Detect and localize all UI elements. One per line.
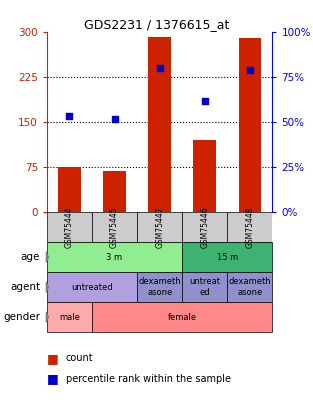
Bar bbox=[103, 171, 126, 212]
Bar bbox=[182, 272, 227, 302]
Text: 3 m: 3 m bbox=[106, 253, 123, 262]
Bar bbox=[92, 212, 137, 242]
Bar bbox=[193, 140, 216, 212]
Text: ■: ■ bbox=[47, 352, 59, 365]
Bar bbox=[182, 212, 227, 242]
Bar bbox=[92, 302, 272, 332]
Bar bbox=[47, 242, 182, 272]
Bar bbox=[227, 272, 272, 302]
Text: GSM75445: GSM75445 bbox=[110, 207, 119, 248]
Text: dexameth
asone: dexameth asone bbox=[228, 277, 271, 297]
Text: count: count bbox=[66, 354, 93, 363]
Polygon shape bbox=[46, 252, 49, 262]
Bar bbox=[182, 242, 272, 272]
Bar bbox=[148, 36, 171, 212]
Text: GSM75446: GSM75446 bbox=[200, 207, 209, 248]
Text: age: age bbox=[21, 252, 40, 262]
Bar bbox=[239, 38, 261, 212]
Bar bbox=[137, 272, 182, 302]
Text: agent: agent bbox=[10, 282, 40, 292]
Text: female: female bbox=[167, 313, 197, 322]
Text: GSM75444: GSM75444 bbox=[65, 207, 74, 248]
Text: gender: gender bbox=[3, 312, 40, 322]
Text: percentile rank within the sample: percentile rank within the sample bbox=[66, 374, 231, 384]
Text: male: male bbox=[59, 313, 80, 322]
Polygon shape bbox=[46, 312, 49, 322]
Text: untreated: untreated bbox=[71, 283, 113, 292]
Bar bbox=[137, 212, 182, 242]
Text: GDS2231 / 1376615_at: GDS2231 / 1376615_at bbox=[84, 18, 229, 31]
Text: GSM75447: GSM75447 bbox=[155, 207, 164, 248]
Point bbox=[157, 65, 162, 72]
Bar bbox=[47, 302, 92, 332]
Point bbox=[67, 113, 72, 119]
Text: GSM75448: GSM75448 bbox=[245, 207, 254, 248]
Text: untreat
ed: untreat ed bbox=[189, 277, 220, 297]
Point bbox=[247, 67, 252, 73]
Bar bbox=[47, 272, 137, 302]
Bar bbox=[58, 167, 81, 212]
Point bbox=[112, 116, 117, 123]
Polygon shape bbox=[46, 282, 49, 292]
Point bbox=[202, 98, 207, 104]
Bar bbox=[47, 212, 92, 242]
Text: dexameth
asone: dexameth asone bbox=[138, 277, 181, 297]
Text: ■: ■ bbox=[47, 372, 59, 385]
Text: 15 m: 15 m bbox=[217, 253, 238, 262]
Bar bbox=[227, 212, 272, 242]
